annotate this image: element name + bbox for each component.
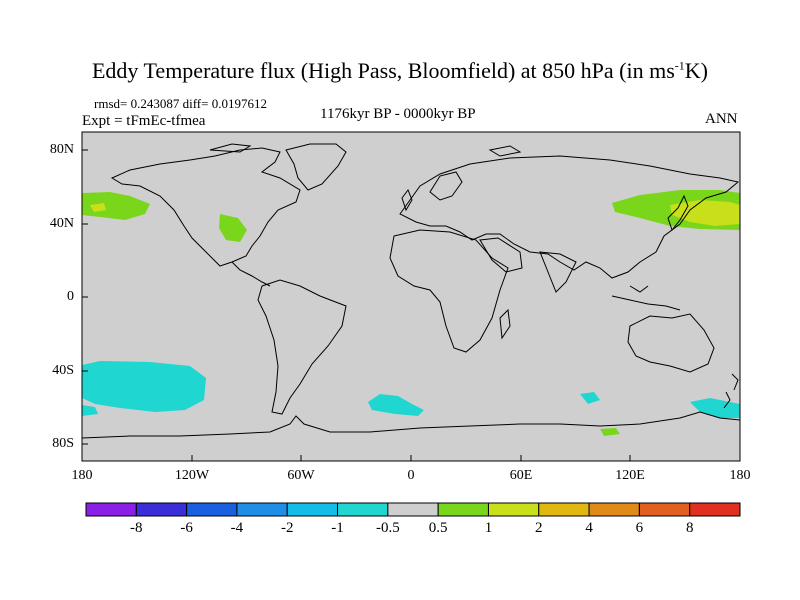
colorbar-box <box>588 502 640 517</box>
colorbar-label: 6 <box>635 520 644 536</box>
colorbar-box <box>538 502 590 517</box>
anomaly-south-pacific <box>82 361 206 412</box>
lon-label-180e: 180 <box>729 468 751 483</box>
coast-north-america <box>110 147 301 267</box>
lon-label-0: 0 <box>407 468 415 483</box>
stats-label: rmsd= 0.243087 diff= 0.0197612 <box>94 96 267 111</box>
experiment-label: Expt = tFmEc-tfmea <box>82 113 206 129</box>
colorbar-label: -4 <box>230 520 244 536</box>
colorbar-label: 4 <box>585 520 593 536</box>
coast-eurasia <box>399 155 740 279</box>
colorbar-box <box>186 502 238 517</box>
coast-madagascar <box>499 308 511 340</box>
colorbar-box <box>487 502 540 517</box>
anomaly-south-indian <box>580 392 600 404</box>
lat-label-0: 0 <box>67 289 74 304</box>
lat-label-40s: 40S <box>52 363 74 378</box>
colorbar-label: -2 <box>280 520 294 536</box>
coast-india <box>539 251 577 293</box>
colorbar-box <box>689 502 741 517</box>
colorbar-label: -0.5 <box>375 520 400 536</box>
anomaly-antarctic-coast <box>600 428 620 436</box>
colorbar-box <box>286 502 339 517</box>
coast-central-america <box>231 261 271 287</box>
axis-ticks <box>81 149 741 461</box>
colorbar-label: -1 <box>331 520 344 536</box>
colorbar <box>85 502 741 517</box>
lat-label-80n: 80N <box>49 142 74 157</box>
coast-uk <box>401 188 413 212</box>
period-label: 1176kyr BP - 0000kyr BP <box>320 106 476 122</box>
colorbar-label: -6 <box>180 520 193 536</box>
lon-label-120w: 120W <box>174 468 210 483</box>
lon-label-120e: 120E <box>615 468 645 483</box>
colorbar-label: 0.5 <box>428 520 448 536</box>
anomaly-north-atlantic <box>219 214 247 242</box>
coast-south-america <box>257 279 347 415</box>
colorbar-box <box>135 502 188 517</box>
season-label: ANN <box>705 111 738 127</box>
coast-arctic-islands <box>209 143 522 157</box>
colorbar-box <box>437 502 489 517</box>
colorbar-label: -8 <box>130 520 143 536</box>
coast-new-zealand <box>723 373 739 409</box>
coast-africa <box>389 229 509 353</box>
coast-australia <box>627 313 715 373</box>
coast-greenland <box>285 143 347 191</box>
lat-label-80s: 80S <box>52 436 74 451</box>
coast-scandinavia <box>429 171 463 201</box>
lon-label-60e: 60E <box>509 468 533 483</box>
coast-arabia <box>479 237 523 273</box>
coastlines <box>81 143 741 439</box>
colorbar-box <box>387 502 439 517</box>
lat-label-40n: 40N <box>49 216 74 231</box>
colorbar-label: 1 <box>484 520 493 536</box>
anomaly-north-pacific-east <box>82 192 150 220</box>
anomaly-south-pacific-tail <box>82 405 98 416</box>
plot-title: Eddy Temperature flux (High Pass, Bloomf… <box>0 58 800 84</box>
colorbar-label: 8 <box>685 520 694 536</box>
colorbar-box <box>337 502 389 517</box>
colorbar-box <box>236 502 288 517</box>
coast-japan <box>667 194 689 232</box>
title-superscript: -1 <box>674 58 685 73</box>
colorbar-label: 2 <box>535 520 543 536</box>
title-tail: K) <box>684 58 708 83</box>
anomaly-southern-ocean-atlantic <box>368 394 424 416</box>
colorbar-box <box>85 502 137 517</box>
title-text: Eddy Temperature flux (High Pass, Bloomf… <box>91 58 675 83</box>
colorbar-box <box>638 502 691 517</box>
lon-label-60w: 60W <box>287 468 315 483</box>
coast-antarctica <box>81 411 741 439</box>
anomaly-north-pacific-east-core <box>90 203 106 212</box>
lon-label-180w: 180 <box>71 468 93 483</box>
coast-indonesia <box>611 285 681 311</box>
